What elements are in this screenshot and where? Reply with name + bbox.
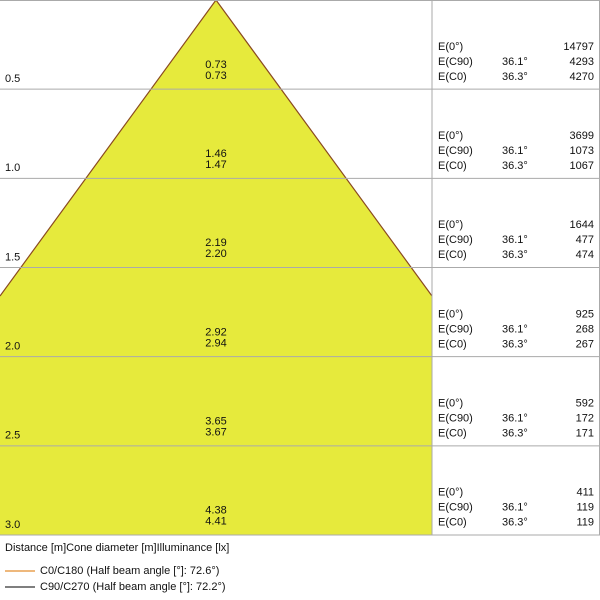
cone-diameter: 0.73 (205, 59, 226, 71)
illuminance-value: 592 (576, 398, 594, 410)
cone-diameter: 4.38 (205, 505, 226, 517)
illuminance-value: 119 (576, 502, 594, 514)
distance: 1.0 (5, 162, 20, 174)
distance: 2.5 (5, 430, 20, 442)
legend-label: C90/C270 (Half beam angle [°]: 72.2°) (40, 581, 226, 593)
illuminance-value: 1067 (570, 160, 594, 172)
footer: Distance [m]Cone diameter [m]Illuminance… (5, 542, 229, 554)
illuminance-value: 172 (576, 413, 594, 425)
illuminance-value: 477 (576, 234, 594, 246)
angle: 36.3° (502, 517, 528, 529)
illuminance-label: E(0°) (438, 398, 463, 410)
illuminance-label: E(C90) (438, 145, 473, 157)
cone-diameter: 2.19 (205, 237, 226, 249)
angle: 36.1° (502, 56, 528, 68)
illuminance-value: 3699 (570, 130, 594, 142)
angle: 36.3° (502, 338, 528, 350)
distance: 2.0 (5, 341, 20, 353)
illuminance-label: E(C0) (438, 338, 467, 350)
angle: 36.3° (502, 249, 528, 261)
illuminance-label: E(C0) (438, 160, 467, 172)
illuminance-label: E(C0) (438, 428, 467, 440)
illuminance-label: E(C90) (438, 502, 473, 514)
illuminance-value: 119 (576, 517, 594, 529)
angle: 36.3° (502, 71, 528, 83)
cone-diameter: 3.65 (205, 416, 226, 428)
illuminance-value: 4270 (570, 71, 594, 83)
cone-diameter: 0.73 (205, 70, 226, 82)
angle: 36.1° (502, 145, 528, 157)
distance: 1.5 (5, 251, 20, 263)
angle: 36.1° (502, 323, 528, 335)
angle: 36.1° (502, 234, 528, 246)
illuminance-value: 14797 (563, 41, 594, 53)
illuminance-label: E(C90) (438, 56, 473, 68)
illuminance-value: 474 (576, 249, 594, 261)
angle: 36.3° (502, 160, 528, 172)
illuminance-label: E(C0) (438, 71, 467, 83)
illuminance-label: E(C0) (438, 249, 467, 261)
angle: 36.1° (502, 413, 528, 425)
cone-diameter: 2.20 (205, 248, 226, 260)
illuminance-label: E(C90) (438, 323, 473, 335)
illuminance-label: E(C90) (438, 413, 473, 425)
illuminance-label: E(0°) (438, 130, 463, 142)
cone-diameter: 4.41 (205, 516, 226, 528)
illuminance-label: E(0°) (438, 487, 463, 499)
cone-diameter: 1.46 (205, 148, 226, 160)
angle: 36.1° (502, 502, 528, 514)
distance: 0.5 (5, 73, 20, 85)
illuminance-value: 411 (576, 487, 594, 499)
distance: 3.0 (5, 519, 20, 531)
illuminance-value: 1644 (570, 219, 594, 231)
legend-label: C0/C180 (Half beam angle [°]: 72.6°) (40, 565, 219, 577)
illuminance-label: E(0°) (438, 219, 463, 231)
illuminance-value: 1073 (570, 145, 594, 157)
illuminance-label: E(0°) (438, 308, 463, 320)
cone-edge (0, 0, 433, 297)
cone-diameter: 2.92 (205, 326, 226, 338)
cone-diameter: 3.67 (205, 427, 226, 439)
illuminance-label: E(C0) (438, 517, 467, 529)
illuminance-label: E(C90) (438, 234, 473, 246)
illuminance-value: 268 (576, 323, 594, 335)
illuminance-value: 171 (576, 428, 594, 440)
illuminance-value: 4293 (570, 56, 594, 68)
cone-diameter: 1.47 (205, 159, 226, 171)
illuminance-label: E(0°) (438, 41, 463, 53)
illuminance-value: 925 (576, 308, 594, 320)
cone-diameter: 2.94 (205, 337, 226, 349)
angle: 36.3° (502, 428, 528, 440)
illuminance-value: 267 (576, 338, 594, 350)
